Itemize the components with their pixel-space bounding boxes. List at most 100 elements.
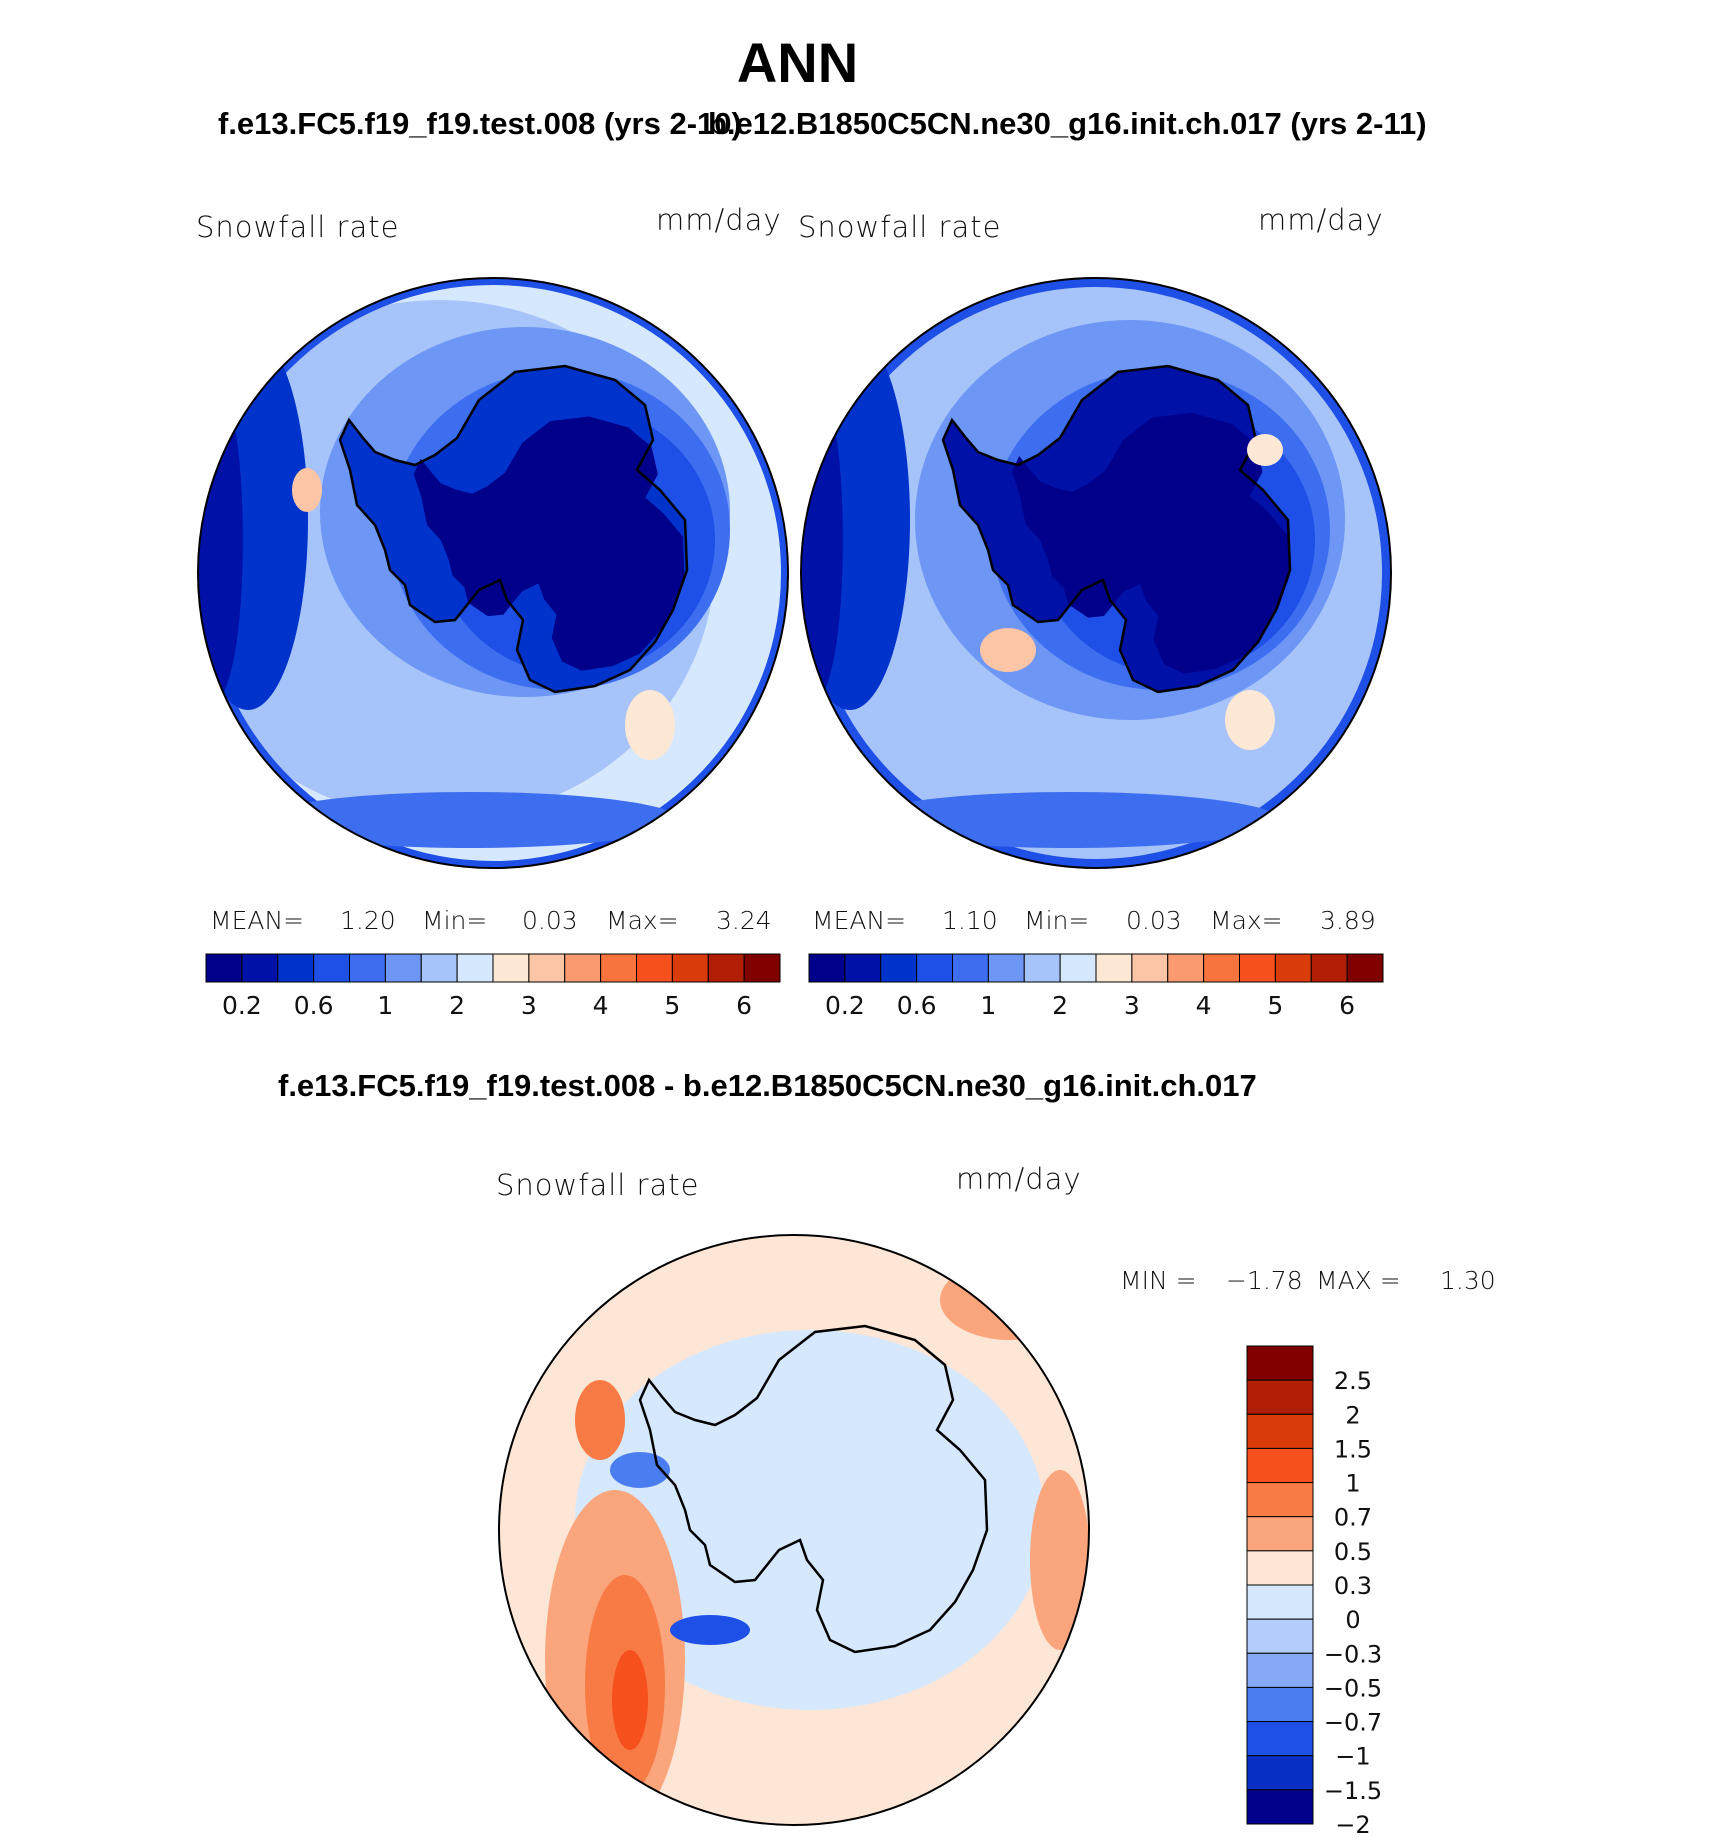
- panel2-colorbar-swatch-3: [916, 953, 953, 983]
- panel1-colorbar-swatch-14: [707, 953, 745, 983]
- diff-colorbar-tick-label: 2.5: [1334, 1367, 1372, 1395]
- diff-colorbar-swatch-12: [1246, 1755, 1314, 1791]
- panel1-map: [198, 278, 788, 868]
- diff-max-label: MAX =: [1316, 1266, 1401, 1295]
- panel2-map: [801, 278, 1391, 868]
- panel1-colorbar-swatch-10: [564, 953, 602, 983]
- panel2-colorbar-tick-label: 3: [1124, 991, 1140, 1020]
- diff-colorbar-swatch-6: [1246, 1550, 1314, 1586]
- diff-colorbar-tick-label: −1.5: [1324, 1777, 1382, 1805]
- panel1-variable-label: Snowfall rate: [196, 210, 400, 244]
- panel2-variable-label: Snowfall rate: [798, 210, 1002, 244]
- panel2-map-border: [800, 277, 1392, 869]
- panel1-colorbar-swatch-7: [456, 953, 494, 983]
- panel1-case-title: f.e13.FC5.f19_f19.test.008 (yrs 2-10): [218, 106, 742, 141]
- panel1-colorbar-swatch-4: [349, 953, 386, 983]
- diff-colorbar-tick-label: 2: [1345, 1401, 1360, 1429]
- diff-colorbar-swatch-5: [1246, 1516, 1314, 1552]
- diff-map-border: [498, 1234, 1090, 1826]
- panel1-colorbar: 0.2 0.6 1 2 3 4 5 6: [205, 953, 781, 1020]
- panel1-colorbar-swatch-11: [600, 953, 637, 983]
- panel2-colorbar-tick-label: 0.2: [825, 991, 865, 1020]
- diff-colorbar-tick-label: 1: [1345, 1470, 1360, 1498]
- diff-colorbar-swatch-7: [1246, 1584, 1314, 1620]
- panel2-colorbar-tick-label: 4: [1196, 991, 1212, 1020]
- panel1-max-value: 3.24: [716, 906, 772, 935]
- panel1-units-label: mm/day: [656, 203, 782, 237]
- panel2-min-value: 0.03: [1126, 906, 1182, 935]
- panel1-map-border: [197, 277, 789, 869]
- panel2-colorbar-swatch-15: [1346, 953, 1384, 983]
- panel2-colorbar-swatch-2: [880, 953, 918, 983]
- panel2-colorbar-swatch-4: [952, 953, 989, 983]
- page-title: ANN: [736, 31, 859, 94]
- diff-units-label: mm/day: [956, 1162, 1082, 1196]
- diff-colorbar-tick-label: −0.5: [1324, 1674, 1382, 1702]
- panel2-colorbar-tick-label: 6: [1339, 991, 1355, 1020]
- panel2-min-label: Min=: [1024, 906, 1090, 935]
- diff-colorbar-swatch-0: [1246, 1345, 1314, 1381]
- panel1-colorbar-tick-label: 6: [736, 991, 752, 1020]
- panel1-colorbar-tick-label: 4: [593, 991, 609, 1020]
- panel2-colorbar-tick-label: 2: [1052, 991, 1068, 1020]
- diff-colorbar-tick-label: −0.7: [1324, 1709, 1382, 1737]
- panel1-colorbar-swatch-1: [241, 953, 279, 983]
- panel2-colorbar-tick-label: 0.6: [897, 991, 937, 1020]
- panel1-colorbar-tick-label: 2: [449, 991, 465, 1020]
- diff-min-label: MIN =: [1120, 1266, 1197, 1295]
- diff-title: f.e13.FC5.f19_f19.test.008 - b.e12.B1850…: [278, 1068, 1257, 1103]
- panel2-colorbar-swatch-5: [987, 953, 1025, 983]
- diff-colorbar-tick-label: 1.5: [1334, 1435, 1372, 1463]
- panel1-colorbar-swatch-9: [528, 953, 566, 983]
- panel2-colorbar-swatch-9: [1131, 953, 1169, 983]
- panel1-colorbar-tick-label: 0.2: [222, 991, 262, 1020]
- diff-colorbar-tick-label: 0: [1345, 1606, 1360, 1634]
- diff-variable-label: Snowfall rate: [496, 1168, 700, 1202]
- panel1-colorbar-swatch-15: [743, 953, 781, 983]
- panel2-colorbar-swatch-0: [808, 953, 846, 983]
- panel2-colorbar-swatch-12: [1239, 953, 1276, 983]
- panel1-colorbar-tick-label: 5: [664, 991, 680, 1020]
- panel2-case-title: b.e12.B1850C5CN.ne30_g16.init.ch.017 (yr…: [708, 106, 1427, 141]
- panel1-colorbar-tick-label: 3: [521, 991, 537, 1020]
- panel2-colorbar-swatch-7: [1059, 953, 1097, 983]
- diff-colorbar-tick-label: −2: [1335, 1811, 1370, 1839]
- panel1-colorbar-tick-label: 0.6: [294, 991, 334, 1020]
- diff-colorbar-tick-label: −0.3: [1324, 1640, 1382, 1668]
- panel2-colorbar: 0.2 0.6 1 2 3 4 5 6: [808, 953, 1384, 1020]
- diff-colorbar-tick-label: −1: [1335, 1743, 1370, 1771]
- diff-colorbar: 2.521.510.70.50.30−0.3−0.5−0.7−1−1.5−2−2…: [1246, 1345, 1382, 1839]
- panel1-colorbar-swatch-8: [492, 953, 530, 983]
- panel2-max-value: 3.89: [1320, 906, 1376, 935]
- panel2-colorbar-swatch-10: [1167, 953, 1205, 983]
- diff-colorbar-swatch-9: [1246, 1652, 1314, 1688]
- panel2-colorbar-swatch-8: [1095, 953, 1133, 983]
- panel2-mean-label: MEAN=: [812, 906, 907, 935]
- panel1-mean-value: 1.20: [340, 906, 396, 935]
- panel1-colorbar-tick-label: 1: [377, 991, 393, 1020]
- diff-colorbar-swatch-3: [1246, 1447, 1314, 1484]
- diff-colorbar-swatch-1: [1246, 1379, 1314, 1415]
- diff-colorbar-swatch-10: [1246, 1686, 1314, 1723]
- panel1-colorbar-swatch-3: [313, 953, 350, 983]
- panel1-colorbar-swatch-13: [671, 953, 709, 983]
- panel2-colorbar-tick-label: 5: [1267, 991, 1283, 1020]
- diff-colorbar-swatch-11: [1246, 1721, 1314, 1757]
- diff-colorbar-swatch-2: [1246, 1413, 1314, 1449]
- panel1-colorbar-swatch-12: [636, 953, 673, 983]
- panel1-colorbar-swatch-6: [420, 953, 458, 983]
- diff-colorbar-swatch-8: [1246, 1618, 1314, 1654]
- panel1-colorbar-swatch-5: [384, 953, 422, 983]
- panel2-max-label: Max=: [1210, 906, 1283, 935]
- diff-colorbar-tick-label: 0.7: [1334, 1504, 1372, 1532]
- diff-map: [499, 1235, 1089, 1825]
- panel1-min-label: Min=: [422, 906, 488, 935]
- panel2-colorbar-tick-label: 1: [980, 991, 996, 1020]
- panel2-colorbar-swatch-13: [1274, 953, 1312, 983]
- diff-colorbar-swatch-4: [1246, 1482, 1314, 1518]
- panel1-colorbar-swatch-0: [205, 953, 243, 983]
- panel1-mean-label: MEAN=: [210, 906, 305, 935]
- panel1-colorbar-swatch-2: [277, 953, 315, 983]
- diff-colorbar-swatch-13: [1246, 1789, 1314, 1825]
